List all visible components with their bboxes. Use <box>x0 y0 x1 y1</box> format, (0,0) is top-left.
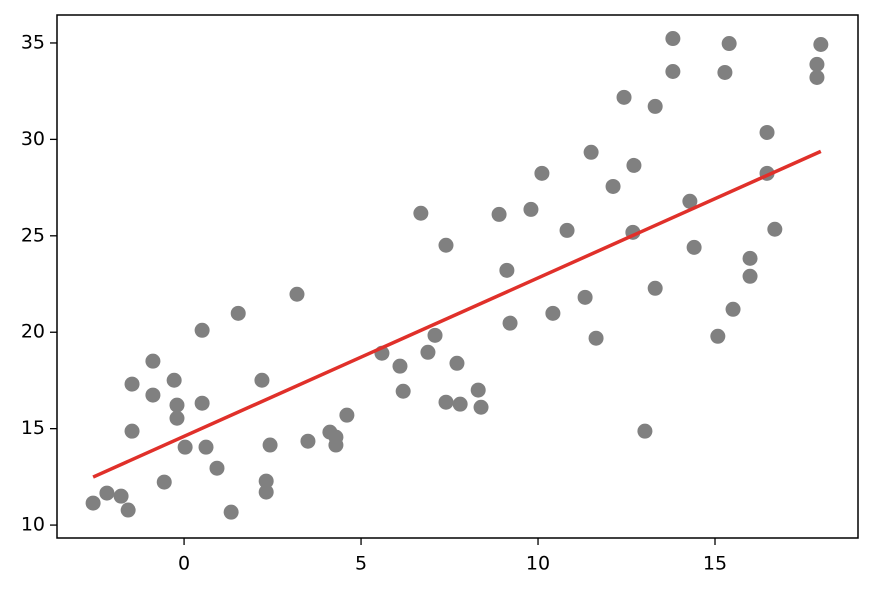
point <box>577 289 593 305</box>
y-tick-label: 15 <box>21 417 45 439</box>
point <box>438 394 454 410</box>
point <box>177 439 193 455</box>
point <box>534 165 550 181</box>
point <box>258 473 274 489</box>
point <box>120 502 136 518</box>
x-tick-label: 5 <box>355 553 367 575</box>
point <box>637 423 653 439</box>
x-tick-label: 15 <box>703 553 727 575</box>
point <box>473 399 489 415</box>
point <box>156 474 172 490</box>
point <box>717 64 733 80</box>
point <box>124 423 140 439</box>
point <box>438 237 454 253</box>
point <box>413 205 429 221</box>
point <box>767 221 783 237</box>
point <box>502 315 518 331</box>
point <box>725 301 741 317</box>
point <box>209 460 225 476</box>
point <box>230 305 246 321</box>
point <box>113 488 129 504</box>
point <box>583 144 599 160</box>
point <box>721 36 737 52</box>
point <box>813 37 829 53</box>
y-tick-label: 20 <box>21 321 45 343</box>
point <box>742 250 758 266</box>
point <box>258 484 274 500</box>
point <box>427 327 443 343</box>
point <box>392 358 408 374</box>
point <box>759 124 775 140</box>
point <box>194 322 210 338</box>
point <box>665 64 681 80</box>
point <box>559 222 575 238</box>
point <box>300 433 316 449</box>
point <box>605 178 621 194</box>
point <box>686 239 702 255</box>
point <box>710 328 726 344</box>
point <box>647 280 663 296</box>
y-tick-label: 30 <box>21 128 45 150</box>
point <box>124 376 140 392</box>
point <box>198 439 214 455</box>
point <box>420 344 436 360</box>
point <box>616 89 632 105</box>
point <box>809 56 825 72</box>
x-tick-label: 0 <box>178 553 190 575</box>
point <box>223 504 239 520</box>
point <box>491 206 507 222</box>
point <box>809 69 825 85</box>
point <box>395 383 411 399</box>
y-tick-label: 35 <box>21 31 45 53</box>
point <box>289 286 305 302</box>
point <box>499 262 515 278</box>
point <box>665 31 681 47</box>
point <box>647 98 663 114</box>
point <box>99 485 115 501</box>
point <box>523 201 539 217</box>
point <box>339 407 355 423</box>
point <box>254 372 270 388</box>
point <box>742 268 758 284</box>
y-tick-label: 25 <box>21 224 45 246</box>
point <box>166 372 182 388</box>
point <box>169 397 185 413</box>
point <box>545 305 561 321</box>
fit-line <box>92 149 822 479</box>
point <box>588 330 604 346</box>
point <box>452 396 468 412</box>
point <box>145 387 161 403</box>
point <box>470 382 486 398</box>
x-tick-label: 10 <box>526 553 550 575</box>
point <box>328 429 344 445</box>
y-tick-label: 10 <box>21 514 45 536</box>
point <box>169 410 185 426</box>
point <box>145 353 161 369</box>
plot-area <box>56 14 859 539</box>
point <box>626 157 642 173</box>
point <box>682 193 698 209</box>
point <box>194 395 210 411</box>
point <box>262 437 278 453</box>
point <box>449 355 465 371</box>
point <box>85 495 101 511</box>
